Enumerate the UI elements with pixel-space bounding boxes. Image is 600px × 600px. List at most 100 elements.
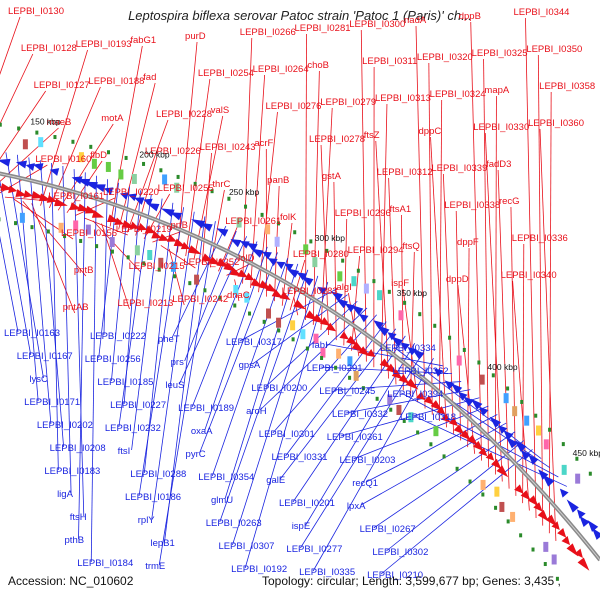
- forward-gene-arrow: [537, 509, 549, 522]
- scale-tick: [588, 471, 592, 476]
- red-gene-label: acrF: [254, 138, 273, 149]
- red-gene-label: lolD: [238, 253, 255, 264]
- forward-gene-arrow: [485, 452, 495, 461]
- reverse-gene-arrow: [591, 527, 600, 540]
- scale-tick: [418, 312, 422, 317]
- feature-block: [320, 347, 326, 358]
- feature-block: [300, 329, 306, 340]
- scale-tick: [46, 229, 50, 234]
- forward-gene-arrow: [137, 222, 148, 231]
- blue-gene-label: LEPBI_I0202: [37, 420, 93, 431]
- red-gene-label: LEPBI_I0213: [117, 298, 173, 309]
- blue-connector: [28, 157, 52, 425]
- red-gene-label: LEPBI_I0324: [430, 89, 486, 100]
- reverse-gene-arrow: [350, 304, 364, 316]
- feature-block: [312, 257, 318, 268]
- blue-connector: [380, 449, 533, 575]
- blue-gene-label: LEPBI_I0245: [319, 386, 375, 397]
- scale-tick: [348, 375, 352, 380]
- reverse-gene-arrow: [75, 178, 91, 187]
- scale-tick: [506, 519, 510, 524]
- scale-tick: [494, 505, 498, 510]
- reverse-gene-arrow: [463, 396, 474, 407]
- forward-gene-arrow: [23, 190, 33, 198]
- feature-block: [347, 356, 353, 367]
- blue-connector: [239, 287, 338, 342]
- scale-tick: [309, 239, 313, 244]
- blue-connector: [90, 175, 97, 563]
- reverse-gene-arrow: [330, 291, 343, 302]
- red-gene-label: dppD: [446, 274, 469, 285]
- forward-gene-arrow: [91, 210, 105, 218]
- red-connector: [455, 210, 462, 441]
- red-gene-label: ftsZ: [364, 130, 380, 141]
- red-gene-label: LEPBI_I0294: [348, 245, 404, 256]
- scale-tick: [53, 135, 57, 140]
- blue-gene-label: LEPBI_I0167: [17, 351, 73, 362]
- red-gene-label: dppF: [457, 237, 479, 248]
- red-gene-label: LEPBI_I0330: [473, 122, 529, 133]
- red-connector: [185, 78, 211, 257]
- reverse-gene-arrow: [191, 219, 206, 229]
- forward-gene-arrow: [46, 195, 58, 203]
- blue-gene-label: LEPBI_I0361: [327, 432, 383, 443]
- reverse-gene-arrow: [49, 168, 60, 176]
- reverse-gene-arrow: [0, 158, 11, 167]
- red-gene-label: LEPBI_I0161: [48, 191, 104, 202]
- scale-tick: [71, 139, 75, 144]
- red-connector: [92, 220, 141, 273]
- feature-block: [78, 152, 84, 163]
- reverse-gene-arrow: [216, 228, 229, 237]
- blue-gene-label: LEPBI_I0334: [380, 343, 436, 354]
- scale-tick: [477, 360, 481, 365]
- blue-connector: [62, 165, 72, 494]
- blue-gene-label: LEPBI_I0210: [367, 570, 423, 581]
- blue-gene-label: LEPBI_I0267: [360, 524, 416, 535]
- reverse-gene-arrow: [375, 324, 390, 337]
- scale-tick: [555, 576, 559, 581]
- scale-tick: [387, 289, 391, 294]
- red-connector: [548, 91, 552, 534]
- reverse-gene-arrow: [528, 454, 539, 465]
- blue-gene-label: LEPBI_I0362: [393, 366, 449, 377]
- forward-gene-arrow: [312, 313, 325, 324]
- forward-gene-arrow: [271, 289, 283, 298]
- red-gene-label: LEPBI_I0193: [76, 39, 132, 50]
- blue-gene-label: lepB1: [150, 538, 174, 549]
- scale-tick: [491, 373, 495, 378]
- red-gene-label: LEPBI_I0255: [158, 183, 214, 194]
- reverse-gene-arrow: [559, 488, 569, 498]
- forward-gene-arrow: [448, 417, 459, 427]
- blue-gene-label: LEPBI_I0354: [198, 472, 254, 483]
- red-connector: [497, 169, 510, 489]
- forward-gene-arrow: [15, 189, 27, 197]
- red-gene-label: LEPBI_I0128: [21, 43, 77, 54]
- reverse-gene-arrow: [286, 268, 300, 278]
- feature-block: [543, 541, 549, 552]
- red-gene-label: LEPBI_I0344: [513, 7, 569, 18]
- red-gene-label: LEPBI_I0215: [129, 261, 185, 272]
- red-gene-label: prfB: [171, 220, 188, 231]
- blue-gene-label: LEPBI_I0335: [299, 567, 355, 578]
- reverse-gene-arrow: [83, 181, 98, 190]
- blue-gene-label: oxaA: [191, 426, 213, 437]
- red-gene-label: LEPBI_I0243: [200, 142, 256, 153]
- connector-lines: [0, 16, 568, 575]
- feature-block: [575, 473, 581, 484]
- blue-gene-label: LEPBI_I0317: [226, 337, 282, 348]
- red-gene-label: dppB: [459, 11, 481, 22]
- feature-block: [551, 554, 557, 565]
- forward-gene-arrow: [391, 369, 403, 380]
- blue-gene-label: LEPBI_I0291: [307, 363, 363, 374]
- forward-gene-arrow: [8, 185, 18, 194]
- red-gene-label: LEPBI_I0188: [88, 76, 144, 87]
- red-connector: [135, 156, 158, 236]
- scale-tick: [173, 274, 177, 279]
- reverse-gene-arrow: [276, 261, 286, 270]
- red-connector: [201, 152, 212, 264]
- scale-tick: [325, 248, 329, 253]
- scale-tick: [260, 212, 264, 217]
- reverse-gene-arrow: [400, 342, 410, 351]
- forward-gene-arrow: [514, 484, 524, 494]
